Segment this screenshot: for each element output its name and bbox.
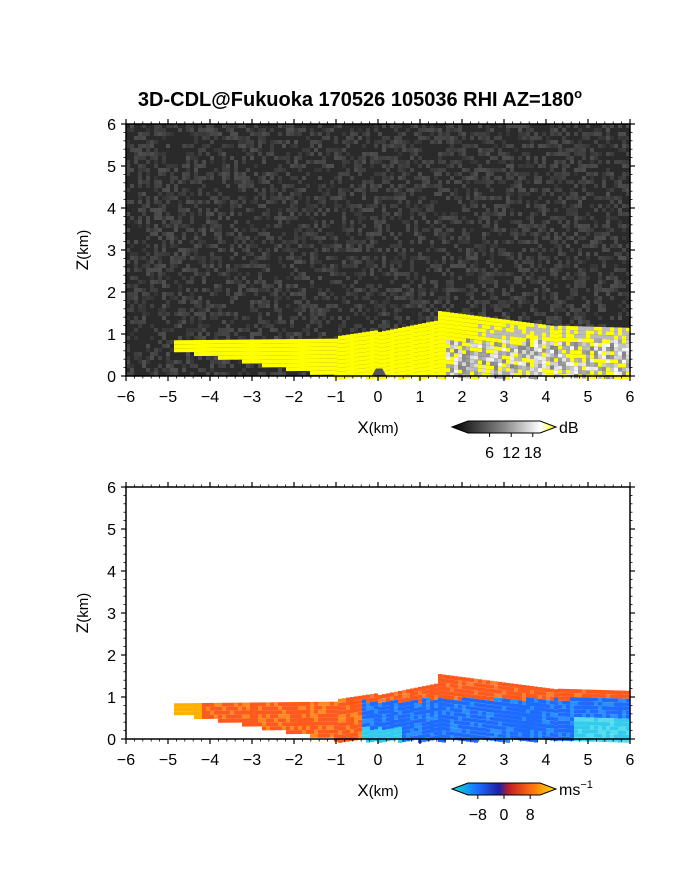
y-tick-label: 6 xyxy=(107,480,116,497)
x-tick-label: −1 xyxy=(327,389,345,406)
y-tick-label: 4 xyxy=(107,564,116,581)
velocity-colorbar-unit: ms−1 xyxy=(559,779,593,799)
x-tick-label: 1 xyxy=(416,752,425,769)
intensity-echo-cells xyxy=(174,311,630,380)
x-tick-label: −3 xyxy=(243,389,261,406)
x-tick-label: 5 xyxy=(584,752,593,769)
x-tick-label: 2 xyxy=(458,389,467,406)
colorbar-tick-label: 12 xyxy=(502,445,520,462)
velocity-colorbar: −8 0 8 ms−1 xyxy=(450,779,593,824)
intensity-plot-area xyxy=(126,124,630,380)
y-tick-label: 0 xyxy=(107,369,116,386)
x-tick-label: 2 xyxy=(458,752,467,769)
colorbar-tick-label: 18 xyxy=(524,445,542,462)
velocity-axes: −6 −5 −4 −3 −2 −1 0 1 2 3 4 5 6 0 1 2 3 4 5 6 xyxy=(107,480,635,769)
x-tick-label: −5 xyxy=(159,752,177,769)
x-tick-label: 0 xyxy=(374,752,383,769)
x-tick-label: 5 xyxy=(584,389,593,406)
x-tick-label: −4 xyxy=(201,389,219,406)
x-tick-label: −2 xyxy=(285,389,303,406)
velocity-plot-area xyxy=(126,487,630,743)
x-tick-label: −4 xyxy=(201,752,219,769)
x-tick-label: −6 xyxy=(117,389,135,406)
figure-title: 3D-CDL@Fukuoka 170526 105036 RHI AZ=180o xyxy=(138,86,582,111)
colorbar-tick-label: 8 xyxy=(526,807,535,824)
colorbar-tick-label: −8 xyxy=(469,807,487,824)
radar-site-marker xyxy=(371,368,387,376)
velocity-y-axis-label: Z(km) xyxy=(73,593,92,633)
y-tick-label: 3 xyxy=(107,606,116,623)
velocity-x-axis-label: X(km) xyxy=(357,781,398,800)
x-tick-label: −1 xyxy=(327,752,345,769)
intensity-axes: −6 −5 −4 −3 −2 −1 0 1 2 3 4 5 6 0 1 2 3 4 5 6 xyxy=(107,117,635,406)
x-tick-label: 4 xyxy=(542,752,551,769)
y-tick-label: 4 xyxy=(107,201,116,218)
y-tick-label: 5 xyxy=(107,159,116,176)
intensity-colorbar-ramp xyxy=(450,420,558,434)
y-tick-label: 1 xyxy=(107,690,116,707)
colorbar-tick-label: 6 xyxy=(485,445,494,462)
x-tick-label: −2 xyxy=(285,752,303,769)
intensity-x-axis-label: X(km) xyxy=(357,418,398,437)
y-tick-label: 1 xyxy=(107,327,116,344)
velocity-panel: −6 −5 −4 −3 −2 −1 0 1 2 3 4 5 6 0 1 2 3 4 5 6 X(km) Z(km) −… xyxy=(73,480,635,824)
y-tick-label: 2 xyxy=(107,648,116,665)
x-tick-label: −6 xyxy=(117,752,135,769)
y-tick-label: 0 xyxy=(107,732,116,749)
intensity-y-axis-label: Z(km) xyxy=(73,230,92,270)
x-tick-label: −5 xyxy=(159,389,177,406)
intensity-colorbar-unit: dB xyxy=(559,420,579,437)
x-tick-label: 1 xyxy=(416,389,425,406)
x-tick-label: 3 xyxy=(500,752,509,769)
y-tick-label: 3 xyxy=(107,243,116,260)
x-tick-label: 6 xyxy=(626,752,635,769)
colorbar-tick-label: 0 xyxy=(500,807,509,824)
velocity-echo-cells xyxy=(174,674,630,743)
velocity-colorbar-ramp xyxy=(450,782,558,796)
x-tick-label: 6 xyxy=(626,389,635,406)
x-tick-label: 0 xyxy=(374,389,383,406)
x-tick-label: 3 xyxy=(500,389,509,406)
intensity-colorbar: 6 12 18 dB xyxy=(450,420,579,462)
y-tick-label: 6 xyxy=(107,117,116,134)
x-tick-label: −3 xyxy=(243,752,261,769)
x-tick-label: 4 xyxy=(542,389,551,406)
y-tick-label: 2 xyxy=(107,285,116,302)
y-tick-label: 5 xyxy=(107,522,116,539)
